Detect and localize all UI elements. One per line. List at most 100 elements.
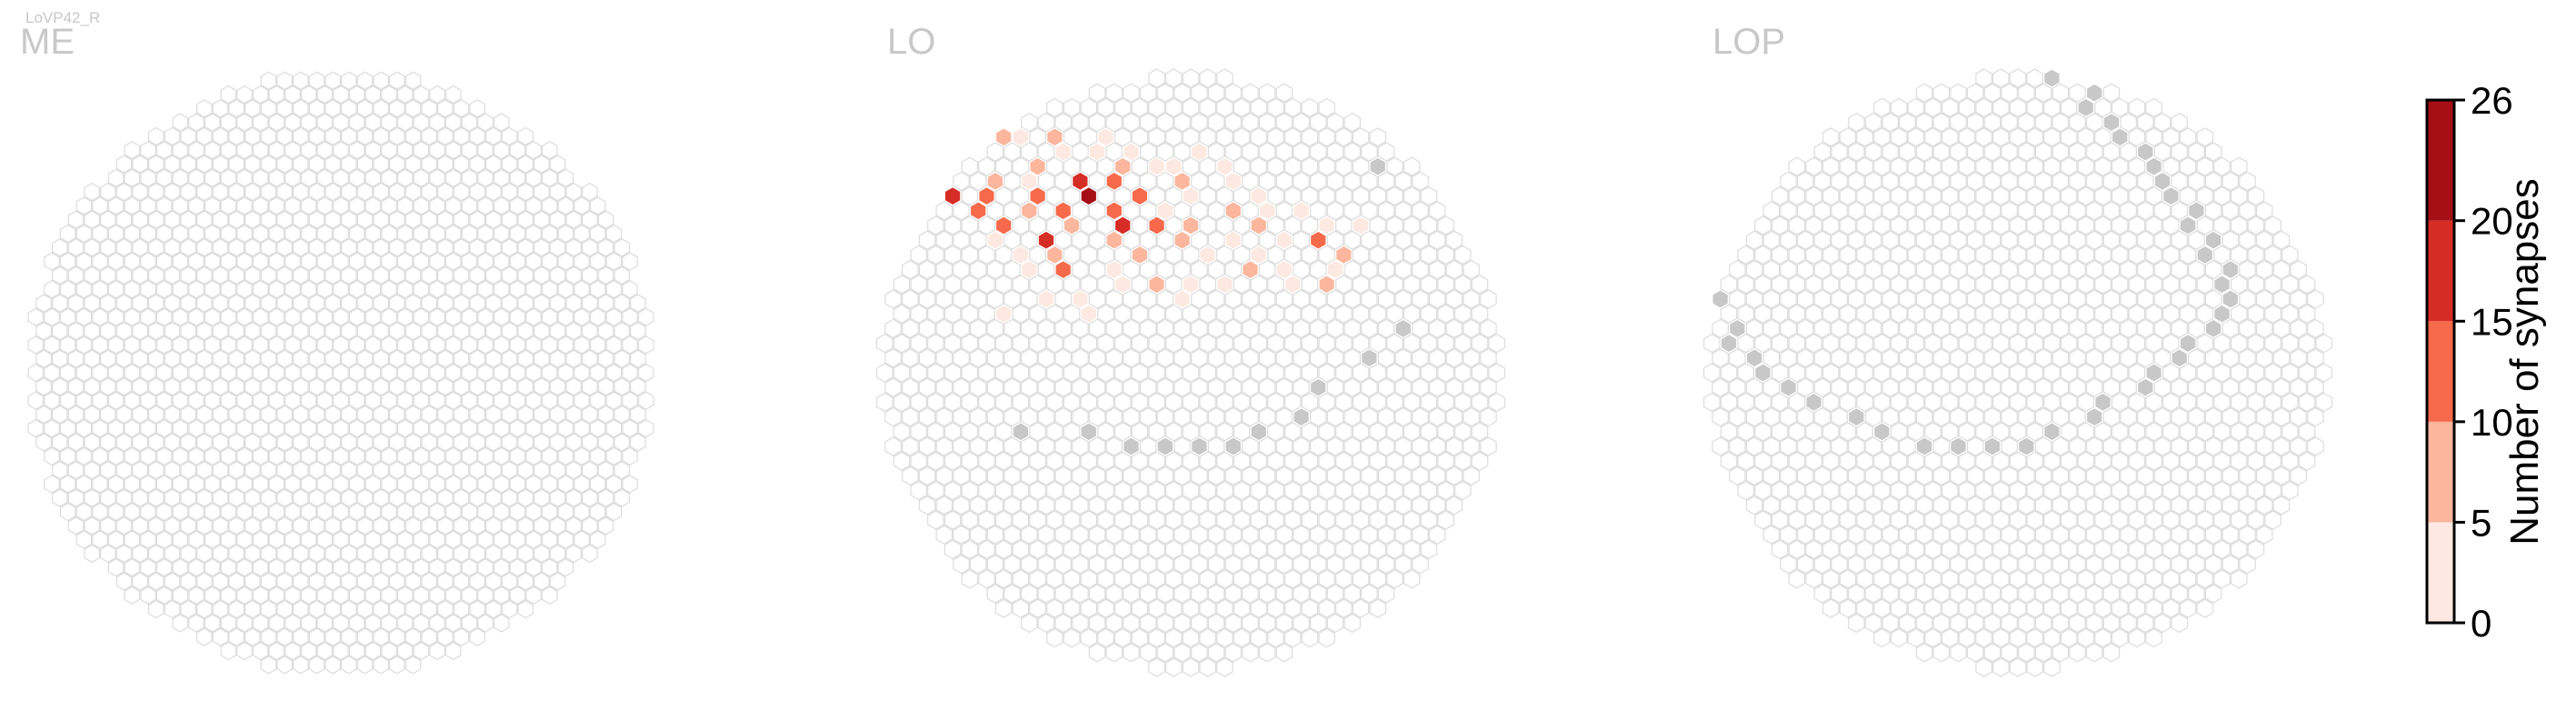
hex-cell — [1788, 422, 1806, 442]
hex-cell — [437, 516, 454, 536]
hex-cell — [509, 224, 526, 244]
hex-cell — [953, 171, 970, 192]
hex-cell — [1164, 185, 1183, 206]
hex-cell — [204, 335, 221, 355]
hex-cell — [2077, 333, 2095, 354]
hex-cell — [935, 377, 954, 397]
hex-cell — [1975, 156, 1992, 176]
hex-cell — [1771, 510, 1789, 530]
hex-cell — [1890, 185, 1908, 206]
hex-cell — [2069, 406, 2086, 427]
hex-cell — [969, 230, 987, 250]
hex-cell — [453, 544, 470, 564]
hex-cell — [1216, 451, 1233, 471]
hex-cell — [637, 307, 654, 326]
hex-cell — [1113, 245, 1132, 265]
hex-cell — [84, 405, 101, 425]
hex-cell — [1788, 333, 1806, 354]
hex-cell — [469, 405, 486, 425]
hex-cell — [944, 392, 962, 413]
hex-cell — [1445, 348, 1463, 368]
hex-cell — [1054, 171, 1073, 192]
hex-cell — [1737, 275, 1755, 295]
hex-cell — [1250, 569, 1268, 589]
hex-cell — [1729, 259, 1746, 280]
hex-cell — [597, 516, 614, 536]
hex-cell — [140, 586, 156, 605]
hex-cell — [1796, 259, 1814, 280]
hex-cell-gray — [1293, 406, 1310, 427]
hex-cell — [196, 349, 213, 368]
hex-cell — [155, 363, 173, 383]
hex-cell — [574, 252, 590, 271]
hex-cell — [2094, 569, 2112, 589]
hex-cell — [421, 405, 437, 425]
hex-cell — [517, 349, 534, 368]
hex-cell — [437, 210, 454, 229]
hex-cell — [1420, 245, 1438, 265]
hex-cell — [1318, 510, 1335, 530]
hex-cell — [1992, 185, 2010, 206]
hex-cell — [1377, 259, 1395, 280]
hex-cell — [2102, 496, 2121, 516]
colorbar-tick-label: 26 — [2471, 79, 2513, 122]
hex-cell — [597, 405, 614, 425]
hex-cell — [2069, 289, 2086, 309]
hex-cell — [381, 196, 397, 215]
hex-cell — [300, 641, 317, 661]
hex-cell — [44, 446, 60, 466]
hex-cell — [1258, 142, 1276, 162]
hex-cell — [557, 196, 574, 215]
hex-cell — [453, 377, 470, 396]
hex-cell — [461, 363, 478, 383]
hex-cell-synapses — [1318, 215, 1335, 235]
hex-cell — [2026, 215, 2043, 235]
hex-cell — [2060, 569, 2078, 589]
hex-cell — [910, 451, 928, 471]
hex-cell — [2018, 466, 2035, 486]
hex-cell — [196, 599, 213, 619]
hex-cell — [180, 460, 196, 480]
hex-cell — [2077, 363, 2095, 383]
hex-cell — [413, 335, 430, 355]
hex-cell — [389, 377, 405, 396]
hex-cell — [1063, 598, 1081, 618]
hex-cell — [324, 99, 341, 118]
hex-cell — [341, 294, 357, 313]
hex-cell — [276, 405, 293, 425]
hex-cell — [1403, 480, 1421, 501]
hex-cell — [1063, 392, 1081, 413]
hex-cell — [2060, 127, 2078, 147]
hex-cell — [2120, 406, 2137, 427]
hex-cell — [557, 168, 574, 187]
hex-cell — [356, 238, 374, 257]
hex-cell — [1445, 436, 1463, 456]
hex-cell — [2060, 185, 2078, 206]
hex-cell — [1864, 613, 1882, 634]
hex-cell — [140, 141, 156, 160]
hex-cell — [429, 280, 445, 299]
hex-cell — [2230, 185, 2248, 206]
hex-cell — [1975, 97, 1992, 118]
hex-cell — [1805, 304, 1822, 324]
hex-cell — [1029, 245, 1046, 265]
hex-cell — [2009, 422, 2027, 442]
hex-cell — [978, 451, 995, 471]
hex-cell — [437, 405, 454, 425]
hex-cell — [285, 113, 301, 132]
hex-cell — [59, 307, 76, 326]
hex-cell — [35, 294, 53, 313]
hex-cell — [204, 586, 221, 605]
hex-cell — [2085, 112, 2103, 133]
hex-cell — [51, 405, 68, 425]
hex-cell — [589, 252, 606, 271]
hex-cell — [1702, 392, 1721, 413]
hex-cell — [509, 307, 526, 326]
hex-cell — [1813, 436, 1832, 456]
hex-cell — [944, 215, 962, 235]
hex-cell — [477, 586, 494, 605]
hex-cell-synapses — [1113, 156, 1132, 176]
hex-cell — [1958, 569, 1976, 589]
hex-cell — [1233, 275, 1251, 295]
hex-cell — [927, 451, 944, 471]
